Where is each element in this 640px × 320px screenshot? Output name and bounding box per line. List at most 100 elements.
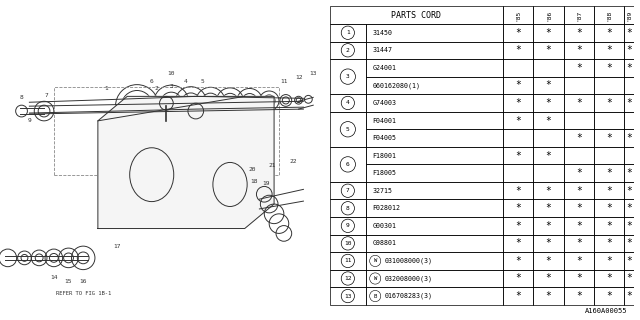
Text: 15: 15	[65, 279, 72, 284]
Bar	[564, 252, 594, 270]
Bar	[564, 164, 594, 182]
Bar	[564, 217, 594, 235]
Text: F18001: F18001	[372, 153, 396, 159]
Text: *: *	[545, 45, 552, 55]
Bar	[533, 42, 564, 59]
Text: 14: 14	[50, 275, 58, 280]
Bar	[366, 147, 503, 164]
Bar	[625, 252, 634, 270]
Bar	[564, 235, 594, 252]
Bar	[366, 76, 503, 94]
Bar	[330, 287, 366, 305]
Bar	[503, 76, 533, 94]
Text: 31450: 31450	[372, 30, 392, 36]
Bar	[366, 252, 503, 270]
Bar	[330, 6, 503, 24]
Bar	[533, 164, 564, 182]
Text: *: *	[626, 291, 632, 301]
Bar	[625, 6, 634, 24]
Text: '89: '89	[627, 10, 632, 21]
Bar	[533, 6, 564, 24]
Bar	[533, 112, 564, 129]
Text: *: *	[515, 256, 521, 266]
Text: 8: 8	[346, 206, 349, 211]
Text: *: *	[545, 291, 552, 301]
Text: '85: '85	[516, 10, 520, 21]
Bar	[503, 235, 533, 252]
Bar	[625, 235, 634, 252]
Bar	[564, 147, 594, 164]
Text: *: *	[576, 256, 582, 266]
Text: 4: 4	[184, 79, 188, 84]
Text: '87: '87	[577, 10, 581, 21]
Text: 18: 18	[251, 179, 259, 184]
Bar	[533, 24, 564, 42]
Text: *: *	[606, 133, 612, 143]
Bar	[594, 59, 625, 76]
Text: *: *	[626, 63, 632, 73]
Text: *: *	[515, 28, 521, 38]
Text: 11: 11	[280, 79, 287, 84]
Text: F028012: F028012	[372, 205, 400, 211]
Text: 3: 3	[346, 74, 349, 79]
Bar	[625, 129, 634, 147]
Text: 7: 7	[45, 93, 49, 98]
Bar	[564, 6, 594, 24]
Bar	[564, 42, 594, 59]
Text: 060162080(1): 060162080(1)	[372, 82, 420, 89]
Bar	[366, 112, 503, 129]
Bar	[564, 59, 594, 76]
Bar	[625, 24, 634, 42]
Text: *: *	[626, 98, 632, 108]
Bar	[625, 217, 634, 235]
Bar	[503, 94, 533, 112]
Bar	[564, 199, 594, 217]
Bar	[564, 24, 594, 42]
Text: *: *	[515, 186, 521, 196]
Text: *: *	[626, 221, 632, 231]
Text: G74003: G74003	[372, 100, 396, 106]
Bar	[533, 217, 564, 235]
Bar	[366, 59, 503, 76]
Text: 31447: 31447	[372, 47, 392, 53]
Bar	[625, 76, 634, 94]
Text: 13: 13	[310, 71, 317, 76]
Bar	[533, 59, 564, 76]
Bar	[366, 182, 503, 199]
Text: '86: '86	[546, 10, 551, 21]
Text: *: *	[606, 168, 612, 178]
Text: *: *	[606, 291, 612, 301]
Bar	[503, 164, 533, 182]
Bar	[503, 59, 533, 76]
Text: *: *	[576, 221, 582, 231]
Bar	[533, 287, 564, 305]
Bar	[330, 147, 366, 182]
Bar	[503, 252, 533, 270]
Text: W: W	[374, 259, 377, 263]
Text: 2: 2	[346, 48, 349, 53]
Text: 6: 6	[346, 162, 349, 167]
Text: G24001: G24001	[372, 65, 396, 71]
Bar	[366, 217, 503, 235]
Text: *: *	[545, 80, 552, 90]
Bar	[564, 129, 594, 147]
Bar	[594, 42, 625, 59]
Bar	[625, 112, 634, 129]
Text: 13: 13	[344, 293, 351, 299]
Text: 11: 11	[344, 259, 351, 263]
Text: *: *	[576, 63, 582, 73]
Text: 031008000(3): 031008000(3)	[385, 258, 433, 264]
Bar	[625, 147, 634, 164]
Text: 1: 1	[346, 30, 349, 35]
Bar	[564, 287, 594, 305]
Text: 7: 7	[346, 188, 349, 193]
Bar	[533, 182, 564, 199]
Bar	[366, 287, 503, 305]
Text: *: *	[576, 203, 582, 213]
Bar	[533, 76, 564, 94]
Text: 3: 3	[170, 84, 173, 89]
Text: A160A00055: A160A00055	[585, 308, 627, 314]
Text: *: *	[626, 168, 632, 178]
Bar	[330, 270, 366, 287]
Bar	[503, 270, 533, 287]
